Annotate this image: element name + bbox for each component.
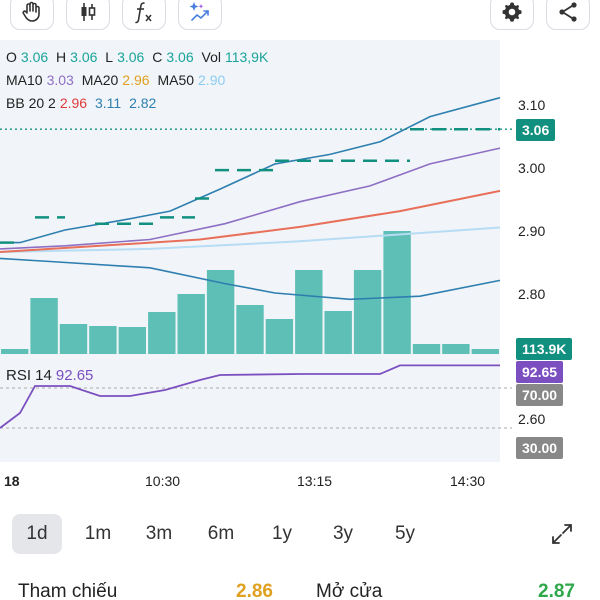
chart-canvas: [0, 96, 512, 429]
volume-bar: [1, 349, 29, 354]
settings-button[interactable]: [490, 0, 534, 30]
candlestick-button[interactable]: [66, 0, 110, 30]
bb-upper-value: 2.96: [59, 95, 88, 111]
y-tick-310: 3.10: [518, 97, 546, 113]
rsi-name: RSI 14: [6, 367, 52, 384]
volume-bar: [59, 324, 88, 354]
open-value: 3.06: [20, 49, 49, 65]
rsi-upper-tag: 70.00: [516, 384, 564, 406]
sparkle-chart-icon: [189, 2, 209, 21]
share-icon: [559, 2, 577, 22]
expand-icon[interactable]: [548, 520, 576, 548]
y-tick-280: 2.80: [518, 286, 546, 302]
candlestick-icon: [81, 3, 96, 21]
rsi-line: [0, 364, 500, 429]
bb-lower-value: 2.82: [129, 95, 157, 111]
ai-chart-button[interactable]: [178, 0, 222, 30]
volume-bar: [89, 326, 117, 354]
low-label: L: [105, 49, 114, 65]
ma10-label: MA10: [6, 72, 43, 88]
reference-value: 2.86: [236, 581, 273, 600]
ma20-line: [0, 189, 501, 253]
range-tab-1y[interactable]: 1y: [271, 523, 293, 544]
volume-bar: [177, 294, 205, 354]
range-tab-3m[interactable]: 3m: [145, 523, 173, 544]
volume-bar: [265, 319, 294, 354]
y-tick-290: 2.90: [518, 223, 546, 239]
high-label: H: [56, 49, 67, 65]
volume-bar: [30, 298, 58, 354]
bb-legend: BB 20 2 2.96 3.11 2.82: [6, 92, 160, 114]
low-value: 3.06: [117, 49, 145, 65]
high-value: 3.06: [70, 49, 98, 65]
range-tab-1m[interactable]: 1m: [84, 523, 112, 544]
toolbar: [0, 0, 600, 34]
ma50-value: 2.90: [198, 72, 226, 88]
rsi-tag: 92.65: [516, 361, 564, 383]
function-icon: [135, 2, 152, 24]
range-tab-5y[interactable]: 5y: [394, 523, 416, 544]
price-chart[interactable]: O 3.06 H 3.06 L 3.06 C 3.06 Vol 113,9K MA10 3.…: [0, 40, 600, 470]
close-value: 3.06: [166, 49, 194, 65]
ma10-value: 3.03: [46, 72, 74, 88]
volume-bar: [471, 349, 499, 354]
open-label: O: [6, 49, 17, 65]
range-tab-1d[interactable]: 1d: [12, 514, 62, 554]
bb-label: BB 20 2: [6, 95, 56, 111]
volume-bar: [148, 312, 176, 354]
x-tick-day: 18: [4, 473, 20, 489]
volume-label: Vol: [201, 49, 221, 65]
hand-icon: [22, 1, 40, 22]
volume-bar: [353, 270, 382, 354]
close-label: C: [152, 49, 163, 65]
open-price-label: Mở cửa: [316, 581, 383, 600]
bb-lower-line: [0, 257, 501, 301]
volume-value: 113,9K: [224, 49, 269, 65]
bb-middle-value: 3.11: [94, 95, 122, 111]
ma20-label: MA20: [81, 72, 119, 88]
ma50-label: MA50: [157, 72, 195, 88]
volume-bar: [383, 231, 411, 354]
range-selector: 1d 1m 3m 6m 1y 3y 5y: [0, 510, 600, 558]
bb-middle-line: [0, 147, 501, 250]
indicator-button[interactable]: [122, 0, 166, 30]
volume-bar: [295, 270, 323, 354]
ma20-value: 2.96: [122, 72, 150, 88]
bb-upper-line: [0, 96, 501, 244]
y-tick-300: 3.00: [518, 160, 546, 176]
range-tab-6m[interactable]: 6m: [207, 523, 235, 544]
ohlc-legend: O 3.06 H 3.06 L 3.06 C 3.06 Vol 113,9K: [6, 46, 272, 68]
x-tick-1430: 14:30: [450, 473, 486, 489]
rsi-lower-tag: 30.00: [516, 437, 564, 459]
hand-button[interactable]: [10, 0, 54, 30]
volume-bar: [412, 344, 441, 354]
rsi-value: 92.65: [55, 367, 94, 384]
volume-bar: [118, 327, 146, 354]
ma-legend: MA10 3.03 MA20 2.96 MA50 2.90: [6, 69, 229, 91]
volume-bar: [442, 344, 470, 354]
share-button[interactable]: [546, 0, 590, 30]
volume-tag: 113.9K: [516, 338, 573, 360]
stats-row: Tham chiếu 2.86 Mở cửa 2.87: [0, 575, 600, 600]
gear-icon: [502, 2, 522, 22]
range-tab-3y[interactable]: 3y: [332, 523, 354, 544]
reference-label: Tham chiếu: [18, 581, 118, 600]
y-tick-260: 2.60: [518, 411, 546, 427]
price-tag: 3.06: [516, 119, 556, 141]
rsi-legend: RSI 14 92.65: [6, 365, 97, 387]
x-tick-1030: 10:30: [145, 473, 181, 489]
volume-bar: [324, 311, 352, 354]
open-price-value: 2.87: [538, 581, 575, 600]
x-tick-1315: 13:15: [297, 473, 333, 489]
volume-bar: [236, 305, 264, 354]
ma50-line: [0, 226, 501, 253]
